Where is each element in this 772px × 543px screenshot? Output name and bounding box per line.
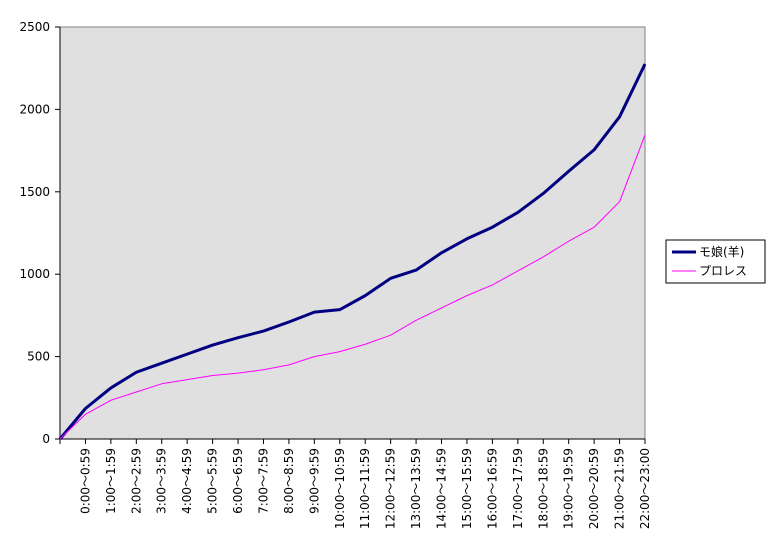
x-tick-label: 16:00～16:59	[485, 448, 499, 529]
x-tick-label: 3:00～3:59	[155, 448, 169, 514]
series-line	[59, 134, 646, 440]
x-tick-label: 14:00～14:59	[435, 448, 449, 529]
x-tick-label: 4:00～4:59	[180, 448, 194, 514]
x-tick-label: 5:00～5:59	[206, 448, 220, 514]
x-tick-label: 21:00～21:59	[613, 448, 627, 529]
x-tick-label: 17:00～17:59	[511, 448, 525, 529]
x-tick-label: 10:00～10:59	[333, 448, 347, 529]
y-tick-label: 2500	[19, 20, 50, 34]
x-tick-label: 7:00～7:59	[256, 448, 270, 514]
x-tick-label: 6:00～6:59	[231, 448, 245, 514]
x-tick-label: 20:00～20:59	[587, 448, 601, 529]
y-tick-label: 1500	[19, 185, 50, 199]
x-tick-label: 12:00～12:59	[384, 448, 398, 529]
x-tick-label: 18:00～18:59	[536, 448, 550, 529]
legend-label: モ娘(羊)	[699, 244, 744, 259]
x-tick-label: 9:00～9:59	[307, 448, 321, 514]
y-tick-label: 1000	[19, 267, 50, 281]
x-tick-label: 15:00～15:59	[460, 448, 474, 529]
x-tick-label: 0:00～0:59	[78, 448, 92, 514]
x-tick-label: 1:00～1:59	[104, 448, 118, 514]
x-tick-label: 13:00～13:59	[409, 448, 423, 529]
y-tick-label: 500	[27, 350, 50, 364]
x-tick-label: 11:00～11:59	[358, 448, 372, 529]
x-tick-label: 2:00～2:59	[129, 448, 143, 514]
y-tick-label: 2000	[19, 102, 50, 116]
x-tick-label: 22:00～23:00	[638, 448, 652, 529]
legend-label: プロレス	[699, 264, 747, 278]
legend-box	[665, 239, 766, 284]
y-tick-label: 0	[42, 432, 50, 446]
x-tick-label: 19:00～19:59	[562, 448, 576, 529]
series-line	[58, 63, 647, 440]
x-tick-label: 8:00～8:59	[282, 448, 296, 514]
plot-area	[59, 26, 646, 440]
